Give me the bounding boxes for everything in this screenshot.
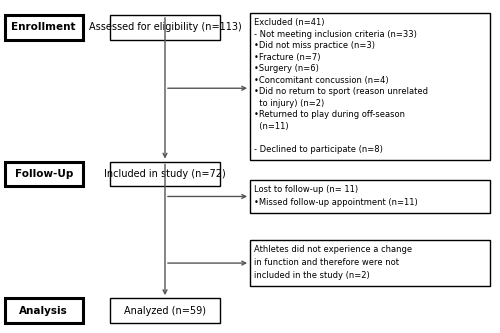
Text: •Did no return to sport (reason unrelated: •Did no return to sport (reason unrelate… [254, 88, 428, 97]
Text: •Returned to play during off-season: •Returned to play during off-season [254, 111, 405, 120]
Text: •Concomitant concussion (n=4): •Concomitant concussion (n=4) [254, 76, 388, 85]
FancyBboxPatch shape [250, 240, 490, 286]
Text: Athletes did not experience a change: Athletes did not experience a change [254, 245, 412, 254]
FancyBboxPatch shape [250, 180, 490, 213]
Text: in function and therefore were not: in function and therefore were not [254, 258, 399, 267]
FancyBboxPatch shape [110, 162, 220, 186]
Text: Enrollment: Enrollment [12, 22, 76, 33]
Text: Excluded (n=41): Excluded (n=41) [254, 18, 324, 27]
FancyBboxPatch shape [5, 15, 82, 40]
FancyBboxPatch shape [250, 13, 490, 160]
Text: Lost to follow-up (n= 11): Lost to follow-up (n= 11) [254, 185, 358, 194]
Text: Follow-Up: Follow-Up [14, 169, 73, 179]
Text: (n=11): (n=11) [254, 122, 288, 131]
FancyBboxPatch shape [110, 298, 220, 323]
Text: •Missed follow-up appointment (n=11): •Missed follow-up appointment (n=11) [254, 197, 418, 206]
Text: - Declined to participate (n=8): - Declined to participate (n=8) [254, 145, 383, 154]
Text: - Not meeting inclusion criteria (n=33): - Not meeting inclusion criteria (n=33) [254, 30, 417, 39]
FancyBboxPatch shape [5, 298, 82, 323]
Text: •Surgery (n=6): •Surgery (n=6) [254, 64, 319, 73]
Text: •Fracture (n=7): •Fracture (n=7) [254, 53, 320, 62]
Text: Analysis: Analysis [20, 305, 68, 316]
FancyBboxPatch shape [5, 162, 82, 186]
Text: •Did not miss practice (n=3): •Did not miss practice (n=3) [254, 41, 375, 50]
Text: Included in study (n=72): Included in study (n=72) [104, 169, 226, 179]
Text: Assessed for eligibility (n=113): Assessed for eligibility (n=113) [88, 22, 242, 33]
Text: to injury) (n=2): to injury) (n=2) [254, 99, 324, 108]
FancyBboxPatch shape [110, 15, 220, 40]
Text: Analyzed (n=59): Analyzed (n=59) [124, 305, 206, 316]
Text: included in the study (n=2): included in the study (n=2) [254, 271, 370, 280]
